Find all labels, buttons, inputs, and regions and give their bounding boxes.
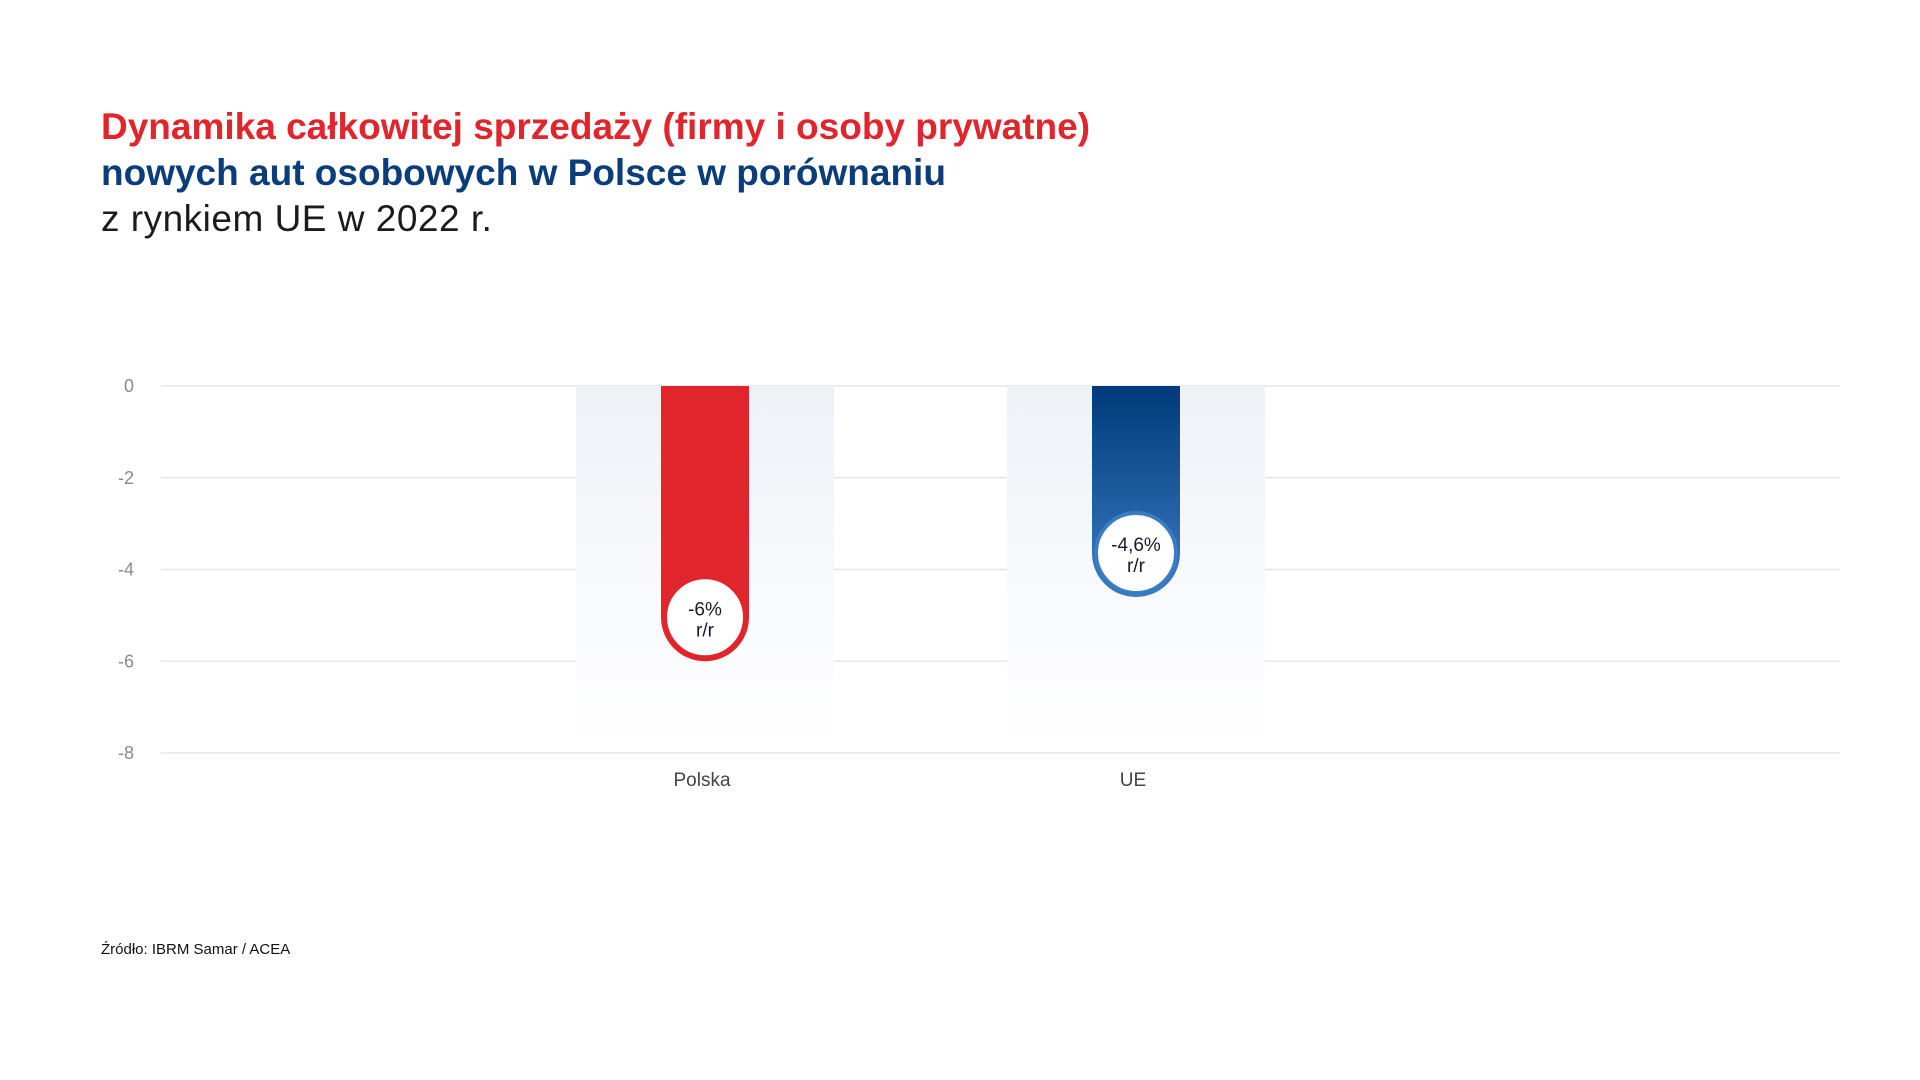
data-label-value: -6% <box>688 599 722 620</box>
data-label-unit: r/r <box>696 620 715 641</box>
bar-group-polska: -6%r/r <box>576 386 834 743</box>
y-axis-ticks: 0 -2 -4 -6 -8 <box>118 376 134 763</box>
x-tick-label: UE <box>1120 770 1146 791</box>
grid-lines <box>161 385 1840 754</box>
y-tick-label: -4 <box>118 560 134 580</box>
title-line-1: Dynamika całkowitej sprzedaży (firmy i o… <box>101 106 1091 147</box>
x-tick-label: Polska <box>673 770 730 791</box>
title-line-3: z rynkiem UE w 2022 r. <box>101 198 493 239</box>
bar-group-ue: -4,6%r/r <box>1007 386 1265 743</box>
source-note: Źródło: IBRM Samar / ACEA <box>101 941 291 958</box>
chart-title: Dynamika całkowitej sprzedaży (firmy i o… <box>101 104 1090 242</box>
data-label-unit: r/r <box>1127 556 1146 577</box>
y-tick-label: -6 <box>118 651 134 671</box>
y-tick-label: -8 <box>118 743 134 763</box>
data-label-bubble <box>663 575 747 660</box>
bars: -6%r/r-4,6%r/r <box>576 386 1265 743</box>
data-label-value: -4,6% <box>1111 535 1161 556</box>
y-tick-label: -2 <box>118 468 134 488</box>
x-axis-labels: Polska UE <box>673 770 1146 791</box>
title-line-2: nowych aut osobowych w Polsce w porównan… <box>101 152 946 193</box>
y-tick-label: 0 <box>124 376 134 396</box>
data-label-bubble <box>1094 511 1178 596</box>
